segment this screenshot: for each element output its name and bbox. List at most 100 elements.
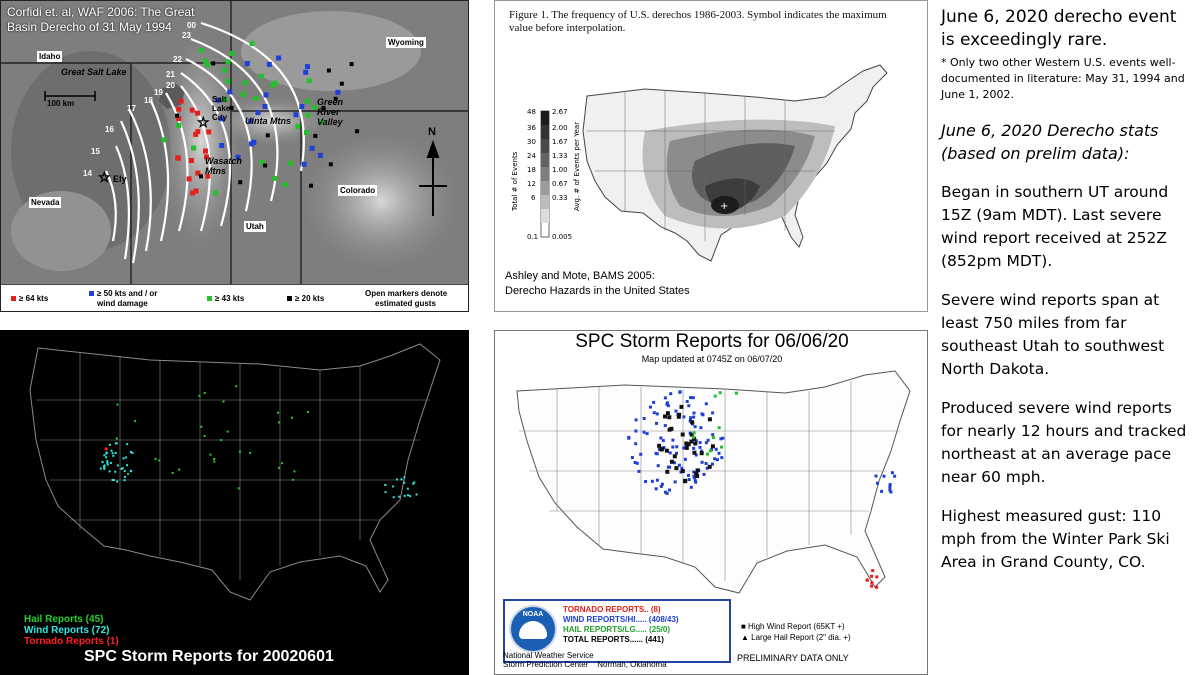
report-marker-high-wind (694, 471, 699, 476)
report-marker-wind (668, 451, 672, 455)
report-marker-wind (99, 467, 102, 470)
report-marker-wind (665, 401, 669, 405)
report-marker-hail (281, 462, 284, 465)
spc-storm-reports-2020-map: SPC Storm Reports for 06/06/20 Map updat… (494, 330, 928, 675)
report-marker-wind (655, 412, 659, 416)
citation: Ashley and Mote, BAMS 2005: Derecho Haza… (505, 270, 690, 297)
report-marker-wind (111, 479, 114, 481)
total-reports-count: TOTAL REPORTS...... (441) (563, 635, 664, 644)
report-marker-tornado (104, 447, 108, 451)
report-marker-wind (106, 460, 109, 463)
report-marker-wind (668, 465, 672, 469)
report-marker-wind (694, 480, 698, 484)
report-marker-hail (692, 431, 696, 435)
report-marker-wind (687, 478, 691, 481)
report-marker-high-wind (665, 411, 670, 416)
report-marker-red (206, 129, 212, 135)
report-marker-hail (706, 452, 709, 456)
report-marker-wind (396, 478, 398, 481)
isochrone-label: 00 (187, 21, 196, 30)
report-marker-blue (215, 97, 221, 103)
report-marker-wind (634, 442, 638, 446)
stats-heading: June 6, 2020 Derecho stats (based on pre… (941, 121, 1159, 163)
report-marker-wind (677, 463, 681, 467)
report-marker-blue (305, 64, 310, 70)
report-marker-wind (108, 443, 111, 446)
report-marker-wind (890, 471, 894, 475)
colorbar-left-tick: 30 (527, 138, 536, 146)
report-marker-wind (413, 481, 416, 484)
isochrone-lines (105, 21, 305, 264)
report-marker-wind (103, 454, 106, 457)
report-marker-hail (222, 400, 225, 403)
report-marker-high-wind (676, 414, 681, 419)
legend-black: ≥ 20 kts (287, 294, 324, 304)
report-marker-black (313, 133, 318, 138)
report-marker-hail (277, 411, 280, 414)
report-marker-wind (124, 456, 127, 459)
report-marker-wind (665, 402, 669, 406)
report-marker-black (349, 62, 354, 67)
report-marker-wind (689, 396, 692, 400)
storm-report-markers (99, 385, 418, 499)
report-marker-blue (309, 145, 315, 151)
key-high-wind: ■ High Wind Report (65KT +) (741, 622, 845, 631)
colorbar-left-tick: 6 (531, 194, 536, 202)
isochrone-label: 15 (91, 147, 100, 156)
report-marker-black (328, 162, 333, 167)
spc-storm-reports-2002-map: Hail Reports (45) Wind Reports (72) Torn… (0, 330, 469, 675)
isochrone-label: 21 (166, 70, 175, 79)
report-marker-wind (682, 446, 686, 450)
ely-star-icon: ☆ (98, 170, 111, 186)
report-marker-wind (874, 474, 878, 478)
report-marker-wind (111, 452, 114, 455)
report-marker-black (263, 163, 268, 168)
map-updated-label: Map updated at 0745Z on 06/07/20 (641, 354, 783, 364)
report-marker-wind (403, 481, 406, 484)
report-marker-red (186, 176, 192, 182)
report-marker-red (193, 131, 199, 137)
report-marker-wind (689, 416, 693, 420)
isochrone-label: 14 (83, 169, 92, 178)
report-marker-wind (701, 413, 705, 417)
report-marker-wind (114, 442, 117, 445)
label-salt-lake-city: Salt Lake City (212, 95, 231, 122)
report-marker-wind (673, 480, 677, 484)
report-marker-high-wind (686, 442, 691, 447)
us-map-light (516, 370, 911, 594)
report-marker-wind (392, 485, 395, 488)
report-marker-tornado (870, 584, 874, 588)
label-green-river-valley: Green River Valley (317, 97, 344, 127)
wind-reports-count: WIND REPORTS/HI..... (408/43) (563, 615, 679, 624)
report-marker-wind (403, 476, 406, 479)
key-large-hail: ▲ Large Hail Report (2" dia. +) (741, 633, 851, 642)
report-marker-black (199, 174, 203, 179)
report-marker-hail (278, 421, 280, 424)
report-marker-hail (154, 457, 157, 460)
report-marker-wind (103, 465, 106, 468)
report-marker-blue (303, 69, 309, 75)
colorbar-right-tick: 0.67 (552, 180, 568, 188)
derecho-notes: June 6, 2020 derecho event is exceedingl… (941, 6, 1193, 574)
report-marker-green (306, 78, 312, 84)
label-colorado: Colorado (338, 185, 378, 196)
report-marker-wind (700, 460, 704, 464)
report-marker-wind (655, 421, 658, 425)
report-marker-wind (684, 444, 688, 448)
report-marker-wind (123, 479, 126, 482)
report-marker-wind (719, 437, 723, 441)
great-salt-lake-shape (159, 83, 185, 109)
report-marker-wind (407, 494, 409, 497)
report-marker-wind (106, 462, 109, 464)
report-marker-wind (704, 402, 708, 406)
report-marker-hail (237, 487, 240, 490)
report-marker-green (259, 159, 265, 165)
report-marker-green (253, 95, 259, 101)
report-marker-wind (630, 456, 634, 459)
literature-note: * Only two other Western U.S. events wel… (941, 56, 1185, 101)
report-marker-wind (384, 491, 387, 494)
report-marker-hail (171, 472, 174, 474)
legend-blue: ≥ 50 kts and / or wind damage (89, 289, 157, 309)
tornado-reports-count: TORNADO REPORTS.. (8) (563, 605, 661, 614)
report-marker-black (175, 113, 180, 118)
